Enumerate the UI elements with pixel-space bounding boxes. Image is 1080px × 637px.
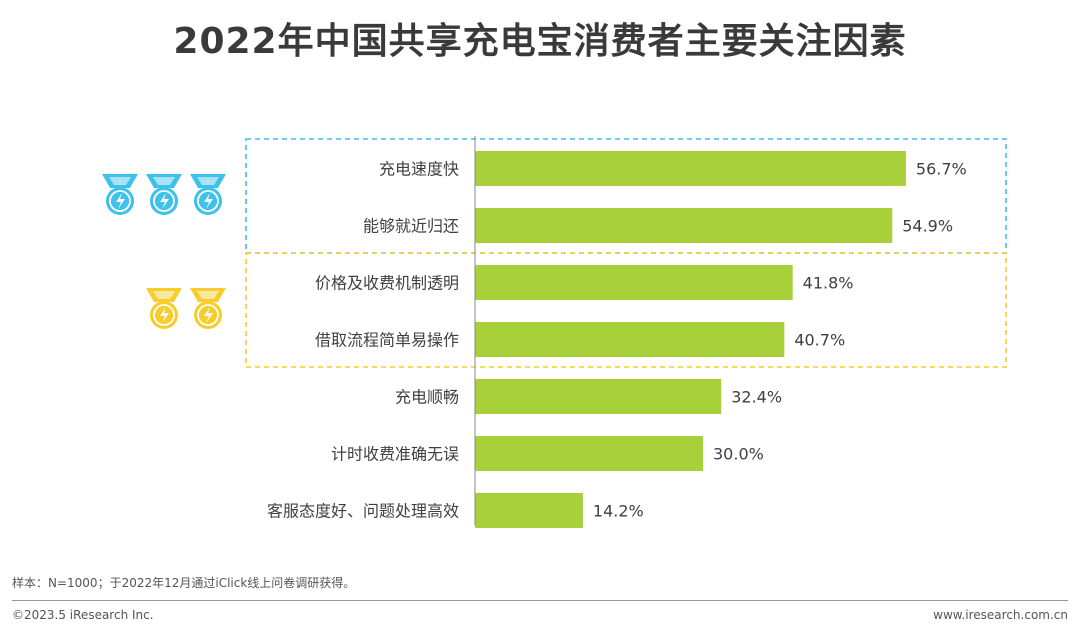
medal-icon: [190, 288, 226, 329]
bar-3: [475, 265, 793, 300]
value-label: 14.2%: [593, 502, 644, 521]
medal-icon: [102, 174, 138, 215]
copyright-text: ©2023.5 iResearch Inc.: [12, 608, 154, 622]
value-label: 30.0%: [713, 445, 764, 464]
bar-5: [475, 379, 722, 414]
lightning-bolt: [204, 307, 213, 323]
medal-ring: [197, 190, 219, 212]
medal-ring: [109, 190, 131, 212]
lightning-bolt: [116, 193, 125, 209]
bar-7: [475, 493, 583, 528]
category-label: 价格及收费机制透明: [315, 274, 459, 293]
value-label: 40.7%: [794, 331, 845, 350]
medal-icon: [190, 174, 226, 215]
category-label: 充电速度快: [379, 160, 459, 179]
medal-ribbon-highlight: [153, 177, 175, 185]
medal-ribbon-highlight: [197, 177, 219, 185]
medal-ring: [197, 304, 219, 326]
medal-ring: [153, 190, 175, 212]
bar-chart: 充电速度快 56.7% 能够就近归还 54.9% 价格及收费机制透明 41.8% 借取流程简…: [102, 136, 1007, 528]
bar-6: [475, 436, 703, 471]
value-label: 32.4%: [731, 388, 782, 407]
bar-1: [475, 151, 906, 186]
value-label: 56.7%: [916, 160, 967, 179]
lightning-bolt: [204, 193, 213, 209]
chart-title: 2022年中国共享充电宝消费者主要关注因素: [173, 21, 907, 62]
lightning-bolt: [160, 193, 169, 209]
website-url: www.iresearch.com.cn: [933, 608, 1068, 622]
medal-ribbon-highlight: [109, 177, 131, 185]
category-label: 能够就近归还: [363, 217, 459, 236]
bar-4: [475, 322, 785, 357]
footer-divider: [12, 600, 1068, 601]
category-label: 客服态度好、问题处理高效: [267, 502, 459, 521]
medal-ribbon-highlight: [197, 291, 219, 299]
sample-note: 样本：N=1000；于2022年12月通过iClick线上问卷调研获得。: [12, 576, 356, 590]
value-label: 54.9%: [902, 217, 953, 236]
category-label: 借取流程简单易操作: [315, 331, 459, 350]
lightning-bolt: [160, 307, 169, 323]
medal-icon: [146, 288, 182, 329]
category-label: 充电顺畅: [395, 388, 459, 407]
value-label: 41.8%: [803, 274, 854, 293]
medal-ring: [153, 304, 175, 326]
medal-ribbon-highlight: [153, 291, 175, 299]
group-box-2: [245, 252, 1007, 368]
bar-2: [475, 208, 893, 243]
medal-icon: [146, 174, 182, 215]
category-label: 计时收费准确无误: [331, 445, 459, 464]
